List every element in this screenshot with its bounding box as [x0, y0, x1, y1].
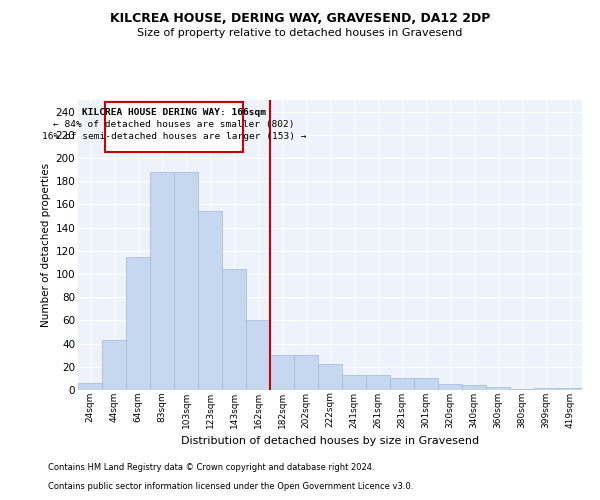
Bar: [270, 355, 294, 390]
Bar: [246, 320, 270, 390]
Bar: [318, 364, 342, 390]
Text: KILCREA HOUSE, DERING WAY, GRAVESEND, DA12 2DP: KILCREA HOUSE, DERING WAY, GRAVESEND, DA…: [110, 12, 490, 26]
X-axis label: Distribution of detached houses by size in Gravesend: Distribution of detached houses by size …: [181, 436, 479, 446]
Bar: [558, 388, 582, 390]
Bar: [105, 102, 243, 152]
Bar: [438, 384, 462, 390]
Bar: [174, 172, 198, 390]
Bar: [126, 256, 150, 390]
Bar: [534, 388, 558, 390]
Text: KILCREA HOUSE DERING WAY: 166sqm: KILCREA HOUSE DERING WAY: 166sqm: [82, 108, 266, 117]
Bar: [102, 340, 126, 390]
Bar: [510, 389, 534, 390]
Text: Contains public sector information licensed under the Open Government Licence v3: Contains public sector information licen…: [48, 482, 413, 491]
Text: 16% of semi-detached houses are larger (153) →: 16% of semi-detached houses are larger (…: [42, 132, 306, 141]
Bar: [198, 212, 222, 390]
Bar: [462, 386, 486, 390]
Text: Contains HM Land Registry data © Crown copyright and database right 2024.: Contains HM Land Registry data © Crown c…: [48, 464, 374, 472]
Bar: [414, 378, 438, 390]
Bar: [78, 383, 102, 390]
Text: ← 84% of detached houses are smaller (802): ← 84% of detached houses are smaller (80…: [53, 120, 295, 128]
Bar: [366, 375, 390, 390]
Bar: [150, 172, 174, 390]
Bar: [222, 270, 246, 390]
Bar: [294, 355, 318, 390]
Text: Size of property relative to detached houses in Gravesend: Size of property relative to detached ho…: [137, 28, 463, 38]
Bar: [390, 378, 414, 390]
Bar: [486, 386, 510, 390]
Bar: [342, 375, 366, 390]
Y-axis label: Number of detached properties: Number of detached properties: [41, 163, 52, 327]
